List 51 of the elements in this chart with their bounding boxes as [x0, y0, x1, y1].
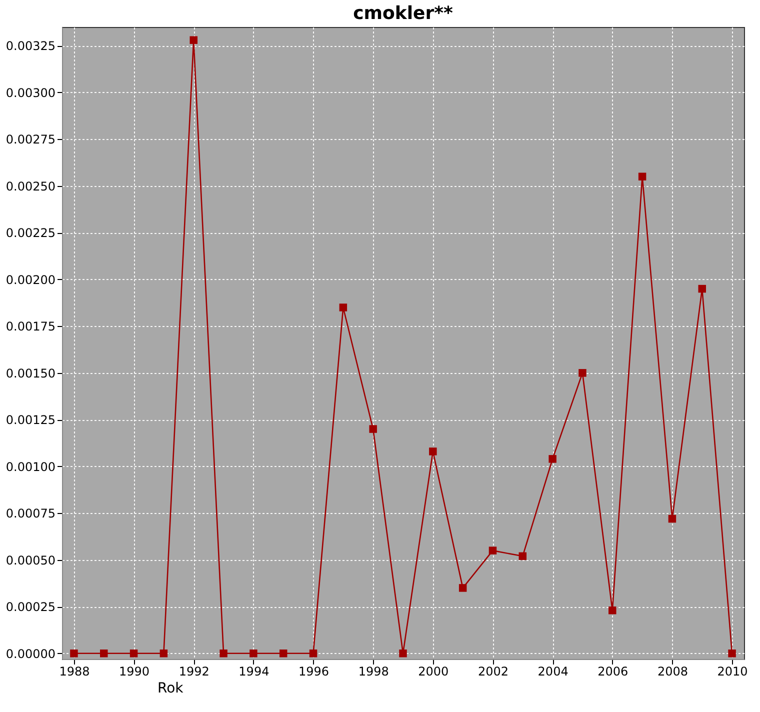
point — [160, 650, 168, 658]
point — [399, 650, 407, 658]
y-tick-label: 0.00200 — [6, 272, 56, 287]
y-tick-label: 0.00100 — [6, 460, 56, 474]
y-tick-label: 0.00300 — [6, 86, 56, 100]
point — [339, 304, 348, 312]
x-tick-label: 2010 — [717, 664, 748, 678]
point — [548, 455, 556, 463]
y-tick-label: 0.00125 — [6, 413, 56, 428]
point — [279, 650, 288, 658]
point — [488, 546, 497, 554]
y-tick-label: 0.00275 — [6, 132, 56, 147]
point — [698, 284, 706, 293]
y-tick-label: 0.00075 — [6, 506, 56, 521]
point — [250, 650, 258, 658]
x-tick-label: 1988 — [59, 664, 90, 678]
y-tick-label: 0.00050 — [6, 553, 56, 568]
y-tick-label: 0.00225 — [6, 226, 56, 240]
point — [578, 369, 586, 377]
point — [518, 552, 527, 560]
x-tick-label: 2008 — [657, 664, 688, 678]
x-tick-label: 2002 — [478, 664, 509, 678]
point — [668, 514, 676, 523]
x-tick-label: 1998 — [358, 664, 389, 678]
point — [369, 425, 377, 433]
point — [608, 606, 616, 614]
point — [638, 172, 646, 180]
x-tick-label: 2004 — [538, 664, 568, 678]
x-tick-label: 1994 — [238, 664, 270, 678]
point — [70, 650, 78, 658]
point — [190, 36, 198, 44]
x-tick-label: 2006 — [598, 664, 628, 678]
y-tick-label: 0.00000 — [6, 646, 56, 661]
point — [429, 448, 437, 456]
point — [100, 650, 108, 658]
y-tick-label: 0.00250 — [6, 179, 56, 194]
point — [458, 584, 467, 592]
x-axis-title: Rok — [158, 680, 184, 696]
point — [728, 650, 736, 658]
y-tick-label: 0.00325 — [6, 39, 56, 54]
x-tick-label: 2000 — [418, 664, 449, 678]
chart-title: cmokler** — [353, 3, 454, 24]
x-tick-label: 1990 — [119, 664, 150, 678]
x-tick-label: 1996 — [298, 664, 330, 678]
y-tick-label: 0.00025 — [6, 600, 56, 614]
point — [220, 650, 228, 658]
x-tick-label: 1992 — [178, 664, 210, 678]
y-tick-label: 0.00150 — [6, 366, 56, 380]
point — [130, 650, 138, 658]
point — [309, 650, 318, 658]
y-tick-label: 0.00175 — [6, 320, 56, 334]
